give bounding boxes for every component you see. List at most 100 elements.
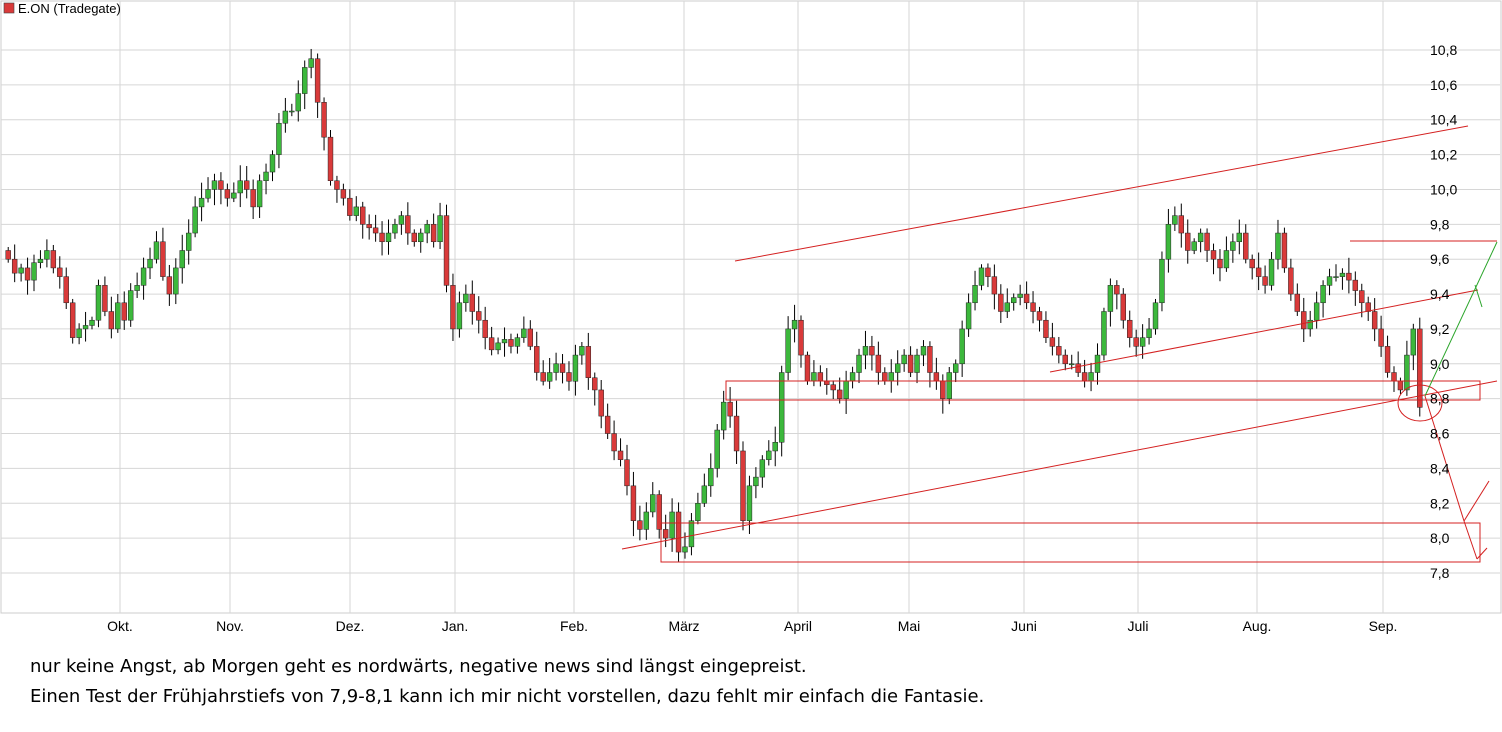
candle-body	[1191, 241, 1197, 251]
candle-body	[1081, 372, 1088, 382]
candle-body	[1417, 328, 1423, 408]
candle-body	[160, 241, 166, 277]
candle-body	[714, 429, 720, 469]
candle-body	[321, 102, 327, 138]
candle-body	[1255, 267, 1262, 277]
candle-body	[102, 285, 108, 312]
candle-body	[231, 192, 237, 199]
candle-body	[1230, 241, 1236, 251]
y-tick-label: 9,2	[1430, 321, 1450, 337]
y-tick-label: 10,6	[1430, 77, 1457, 93]
candle-body	[766, 450, 772, 460]
candle-body	[482, 319, 488, 338]
candle-body	[24, 267, 31, 281]
x-tick-label: März	[668, 618, 699, 634]
candle-body	[888, 372, 894, 382]
candle-body	[147, 258, 153, 269]
x-tick-label: Dez.	[336, 618, 365, 634]
y-tick-label: 9,6	[1430, 251, 1450, 267]
candle-body	[1185, 232, 1191, 251]
y-tick-label: 10,8	[1430, 42, 1457, 58]
chart-title: E.ON (Tradegate)	[18, 1, 121, 16]
candle-body	[927, 346, 933, 373]
candle-body	[18, 267, 24, 274]
candle-body	[830, 384, 836, 391]
bullish-arrow-line	[1424, 241, 1498, 397]
candle-body	[450, 285, 456, 330]
candle-body	[811, 372, 817, 382]
candle-body	[37, 258, 44, 263]
candle-body	[1004, 302, 1010, 312]
candle-body	[327, 136, 334, 182]
candle-body	[405, 215, 411, 234]
candle-body	[1165, 224, 1172, 260]
candle-body	[824, 380, 830, 385]
y-tick-label: 8,0	[1430, 530, 1450, 546]
candle-body	[785, 328, 791, 373]
candle-body	[1301, 311, 1307, 330]
candle-body	[1139, 337, 1146, 347]
candle-body	[907, 354, 914, 373]
candle-body	[849, 372, 856, 382]
candle-body	[695, 503, 701, 521]
candle-body	[579, 346, 585, 356]
y-tick-label: 9,8	[1430, 216, 1450, 232]
candle-body	[1223, 250, 1230, 269]
candle-body	[372, 227, 379, 234]
candle-body	[1127, 319, 1133, 338]
x-tick-label: April	[784, 618, 812, 634]
candle-body	[63, 276, 69, 304]
candle-body	[1326, 276, 1333, 286]
candle-body	[1268, 258, 1275, 286]
candle-body	[192, 206, 198, 234]
candle-body	[115, 302, 121, 330]
candle-body	[443, 215, 450, 286]
spring-low-zone-box	[660, 522, 1481, 563]
candle-body	[385, 232, 392, 243]
candle-body	[772, 442, 778, 452]
candle-body	[95, 285, 102, 321]
candle-body	[540, 372, 546, 382]
candle-body	[611, 433, 617, 452]
x-tick-label: Okt.	[107, 618, 133, 634]
candle-body	[360, 206, 366, 225]
candle-body	[875, 354, 882, 373]
y-tick-label: 7,8	[1430, 565, 1450, 581]
candle-body	[637, 520, 643, 530]
candle-body	[411, 232, 417, 243]
candle-body	[553, 363, 559, 373]
candle-body	[753, 476, 759, 487]
candle-body	[211, 180, 218, 190]
candle-body	[1391, 372, 1397, 382]
candle-body	[701, 485, 708, 504]
candlestick-chart: 10,8 10,6 10,4 10,2 10,0 9,8 9,6 9,4 9,2 9,0 8,8 8,…	[0, 0, 1502, 634]
candle-body	[592, 377, 598, 391]
y-tick-label: 9,4	[1430, 286, 1450, 302]
candle-body	[1197, 232, 1204, 243]
candle-body	[463, 293, 469, 304]
x-axis: Okt. Nov. Dez. Jan. Feb. März April Mai Juni Juli…	[107, 618, 1397, 634]
candle-body	[82, 325, 89, 330]
candle-body	[185, 232, 192, 251]
candle-body	[998, 293, 1004, 312]
candle-body	[424, 224, 430, 234]
candle-body	[437, 215, 443, 243]
candle-body	[430, 224, 437, 243]
x-tick-label: Mai	[898, 618, 921, 634]
candle-body	[953, 363, 959, 373]
candle-body	[456, 302, 463, 330]
x-tick-label: Jan.	[442, 618, 468, 634]
candle-body	[1288, 267, 1294, 295]
candle-body	[69, 302, 76, 338]
candle-body	[746, 485, 753, 521]
bearish-arrow-line-1	[1424, 395, 1465, 522]
candle-body	[1036, 311, 1043, 321]
candle-body	[572, 354, 579, 382]
candle-body	[791, 319, 798, 330]
chart-frame	[0, 0, 1502, 614]
y-tick-label: 10,0	[1430, 181, 1457, 197]
candle-body	[76, 328, 82, 338]
candle-body	[940, 380, 946, 399]
candle-body	[11, 258, 18, 274]
highlight-circle	[1397, 384, 1443, 422]
